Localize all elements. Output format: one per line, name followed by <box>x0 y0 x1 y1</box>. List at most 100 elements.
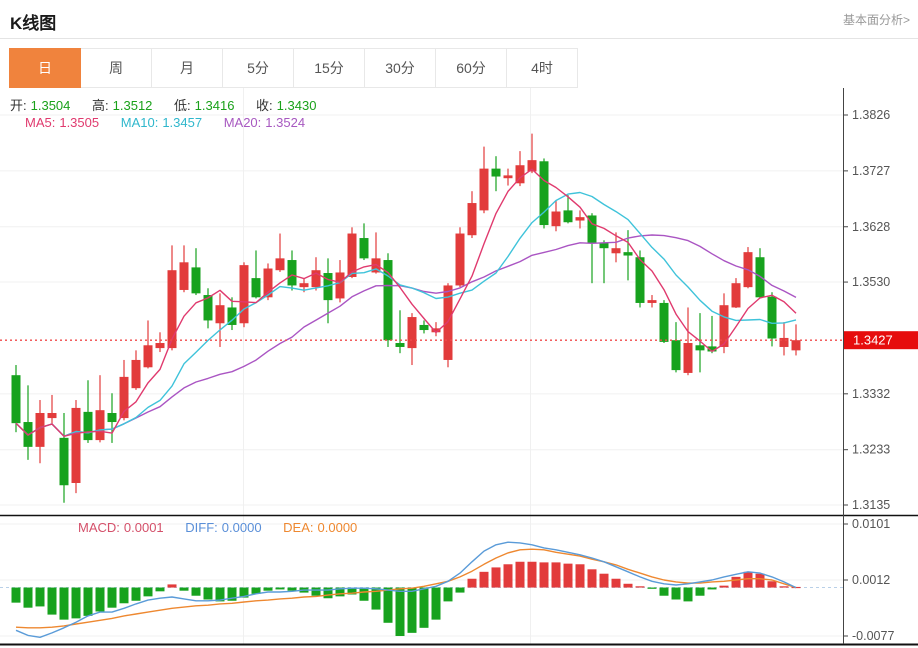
macd-bar <box>503 564 513 588</box>
candle <box>275 258 285 271</box>
macd-bar <box>143 587 153 597</box>
candle <box>167 270 177 349</box>
candle <box>563 210 573 223</box>
macd-bar <box>719 585 729 588</box>
macd-bar <box>527 561 537 588</box>
candle <box>251 278 261 298</box>
candle <box>47 413 57 419</box>
tab-60分[interactable]: 60分 <box>435 48 507 88</box>
macd-bar <box>119 587 129 604</box>
candle <box>731 283 741 308</box>
axis-tick-label: -0.0077 <box>852 629 894 643</box>
candle <box>599 242 609 249</box>
macd-bar <box>383 587 393 623</box>
macd-bar <box>11 587 21 603</box>
tab-月[interactable]: 月 <box>151 48 223 88</box>
macd-bar <box>563 563 573 588</box>
candle <box>335 272 345 299</box>
ma-line <box>15 168 797 437</box>
axis-tick-label: 1.3233 <box>852 443 890 457</box>
macd-bar <box>347 587 357 595</box>
candle <box>179 262 189 290</box>
macd-bar <box>575 564 585 588</box>
macd-bar <box>287 587 297 591</box>
macd-bar <box>671 587 681 600</box>
axis-tick-label: 1.3135 <box>852 498 890 512</box>
candles-group <box>11 133 801 503</box>
candle <box>203 295 213 321</box>
macd-bar <box>599 573 609 588</box>
macd-bar <box>683 587 693 602</box>
candle <box>611 248 621 254</box>
candle <box>587 215 597 244</box>
current-price-tag-label: 1.3427 <box>853 333 893 348</box>
macd-bar <box>491 567 501 588</box>
macd-bar <box>659 587 669 596</box>
candle <box>527 160 537 172</box>
page-title: K线图 <box>10 14 57 33</box>
candle <box>155 343 165 349</box>
axis-tick-label: 1.3826 <box>852 108 890 122</box>
candle <box>83 411 93 441</box>
candle <box>707 346 717 352</box>
candle <box>323 273 333 301</box>
macd-bar <box>311 587 321 596</box>
macd-bar <box>443 587 453 602</box>
macd-bar <box>407 587 417 633</box>
candle <box>299 283 309 288</box>
candle <box>419 324 429 331</box>
tab-30分[interactable]: 30分 <box>364 48 436 88</box>
macd-bar <box>239 587 249 598</box>
candle <box>239 265 249 324</box>
macd-bar <box>623 583 633 588</box>
candle <box>575 217 585 221</box>
timeframe-tabbar: 日周月 5分 15分 30分 60分 4时 <box>9 48 918 88</box>
tab-周[interactable]: 周 <box>80 48 152 88</box>
macd-bar <box>455 587 465 593</box>
kline-chart-canvas[interactable]: 1.3826 1.3727 1.3628 1.3530 1.3332 1.3233 1.31… <box>0 88 918 648</box>
axis-tick-label: 1.3332 <box>852 387 890 401</box>
macd-bar <box>215 587 225 602</box>
macd-bar <box>335 587 345 597</box>
axis-tick-label: 1.3628 <box>852 220 890 234</box>
macd-bar <box>395 587 405 636</box>
macd-bar <box>203 587 213 600</box>
macd-bar <box>371 587 381 610</box>
candle <box>347 233 357 277</box>
macd-bar <box>755 573 765 588</box>
candle <box>503 175 513 179</box>
candle <box>431 328 441 333</box>
macd-bar <box>275 587 285 590</box>
macd-line <box>15 541 797 638</box>
tab-15分[interactable]: 15分 <box>293 48 365 88</box>
macd-bar <box>59 587 69 620</box>
macd-bar <box>467 578 477 588</box>
candle <box>95 410 105 441</box>
macd-bar <box>359 587 369 601</box>
fundamental-analysis-link[interactable]: 基本面分析> <box>842 13 910 27</box>
axis-tick-label: 0.0012 <box>852 573 890 587</box>
candle <box>131 359 141 389</box>
macd-bar <box>263 587 273 591</box>
tab-5分[interactable]: 5分 <box>222 48 294 88</box>
tab-4时[interactable]: 4时 <box>506 48 578 88</box>
candle <box>311 270 321 288</box>
candle <box>551 211 561 227</box>
macd-bar <box>551 562 561 588</box>
candle <box>647 300 657 303</box>
macd-bar <box>743 571 753 588</box>
tab-日[interactable]: 日 <box>9 48 81 88</box>
candle <box>635 257 645 303</box>
candle <box>143 345 153 368</box>
candle <box>491 168 501 177</box>
candle <box>515 165 525 184</box>
macd-bar <box>191 587 201 596</box>
macd-bar <box>695 587 705 596</box>
candle <box>671 340 681 371</box>
candle <box>287 260 297 286</box>
macd-bar <box>131 587 141 601</box>
chart-area: 1.3826 1.3727 1.3628 1.3530 1.3332 1.3233 1.31… <box>0 88 918 648</box>
candle <box>455 233 465 286</box>
macd-histogram <box>11 561 801 636</box>
candle <box>467 203 477 236</box>
